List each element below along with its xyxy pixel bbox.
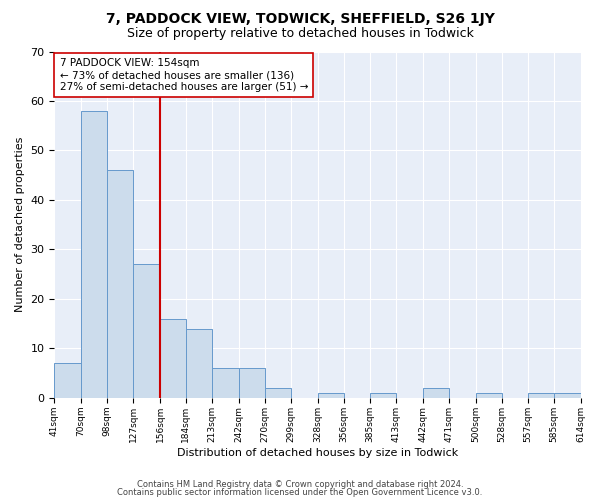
Text: Size of property relative to detached houses in Todwick: Size of property relative to detached ho… <box>127 28 473 40</box>
Bar <box>554 393 581 398</box>
Bar <box>476 393 502 398</box>
X-axis label: Distribution of detached houses by size in Todwick: Distribution of detached houses by size … <box>177 448 458 458</box>
Bar <box>55 364 81 398</box>
Bar <box>133 264 160 398</box>
Bar <box>422 388 449 398</box>
Y-axis label: Number of detached properties: Number of detached properties <box>15 137 25 312</box>
Bar <box>185 328 212 398</box>
Text: Contains public sector information licensed under the Open Government Licence v3: Contains public sector information licen… <box>118 488 482 497</box>
Text: 7 PADDOCK VIEW: 154sqm
← 73% of detached houses are smaller (136)
27% of semi-de: 7 PADDOCK VIEW: 154sqm ← 73% of detached… <box>59 58 308 92</box>
Bar <box>239 368 265 398</box>
Bar <box>265 388 291 398</box>
Text: Contains HM Land Registry data © Crown copyright and database right 2024.: Contains HM Land Registry data © Crown c… <box>137 480 463 489</box>
Text: 7, PADDOCK VIEW, TODWICK, SHEFFIELD, S26 1JY: 7, PADDOCK VIEW, TODWICK, SHEFFIELD, S26… <box>106 12 494 26</box>
Bar <box>370 393 396 398</box>
Bar <box>318 393 344 398</box>
Bar <box>212 368 239 398</box>
Bar <box>160 318 185 398</box>
Bar <box>81 111 107 398</box>
Bar <box>107 170 133 398</box>
Bar <box>528 393 554 398</box>
